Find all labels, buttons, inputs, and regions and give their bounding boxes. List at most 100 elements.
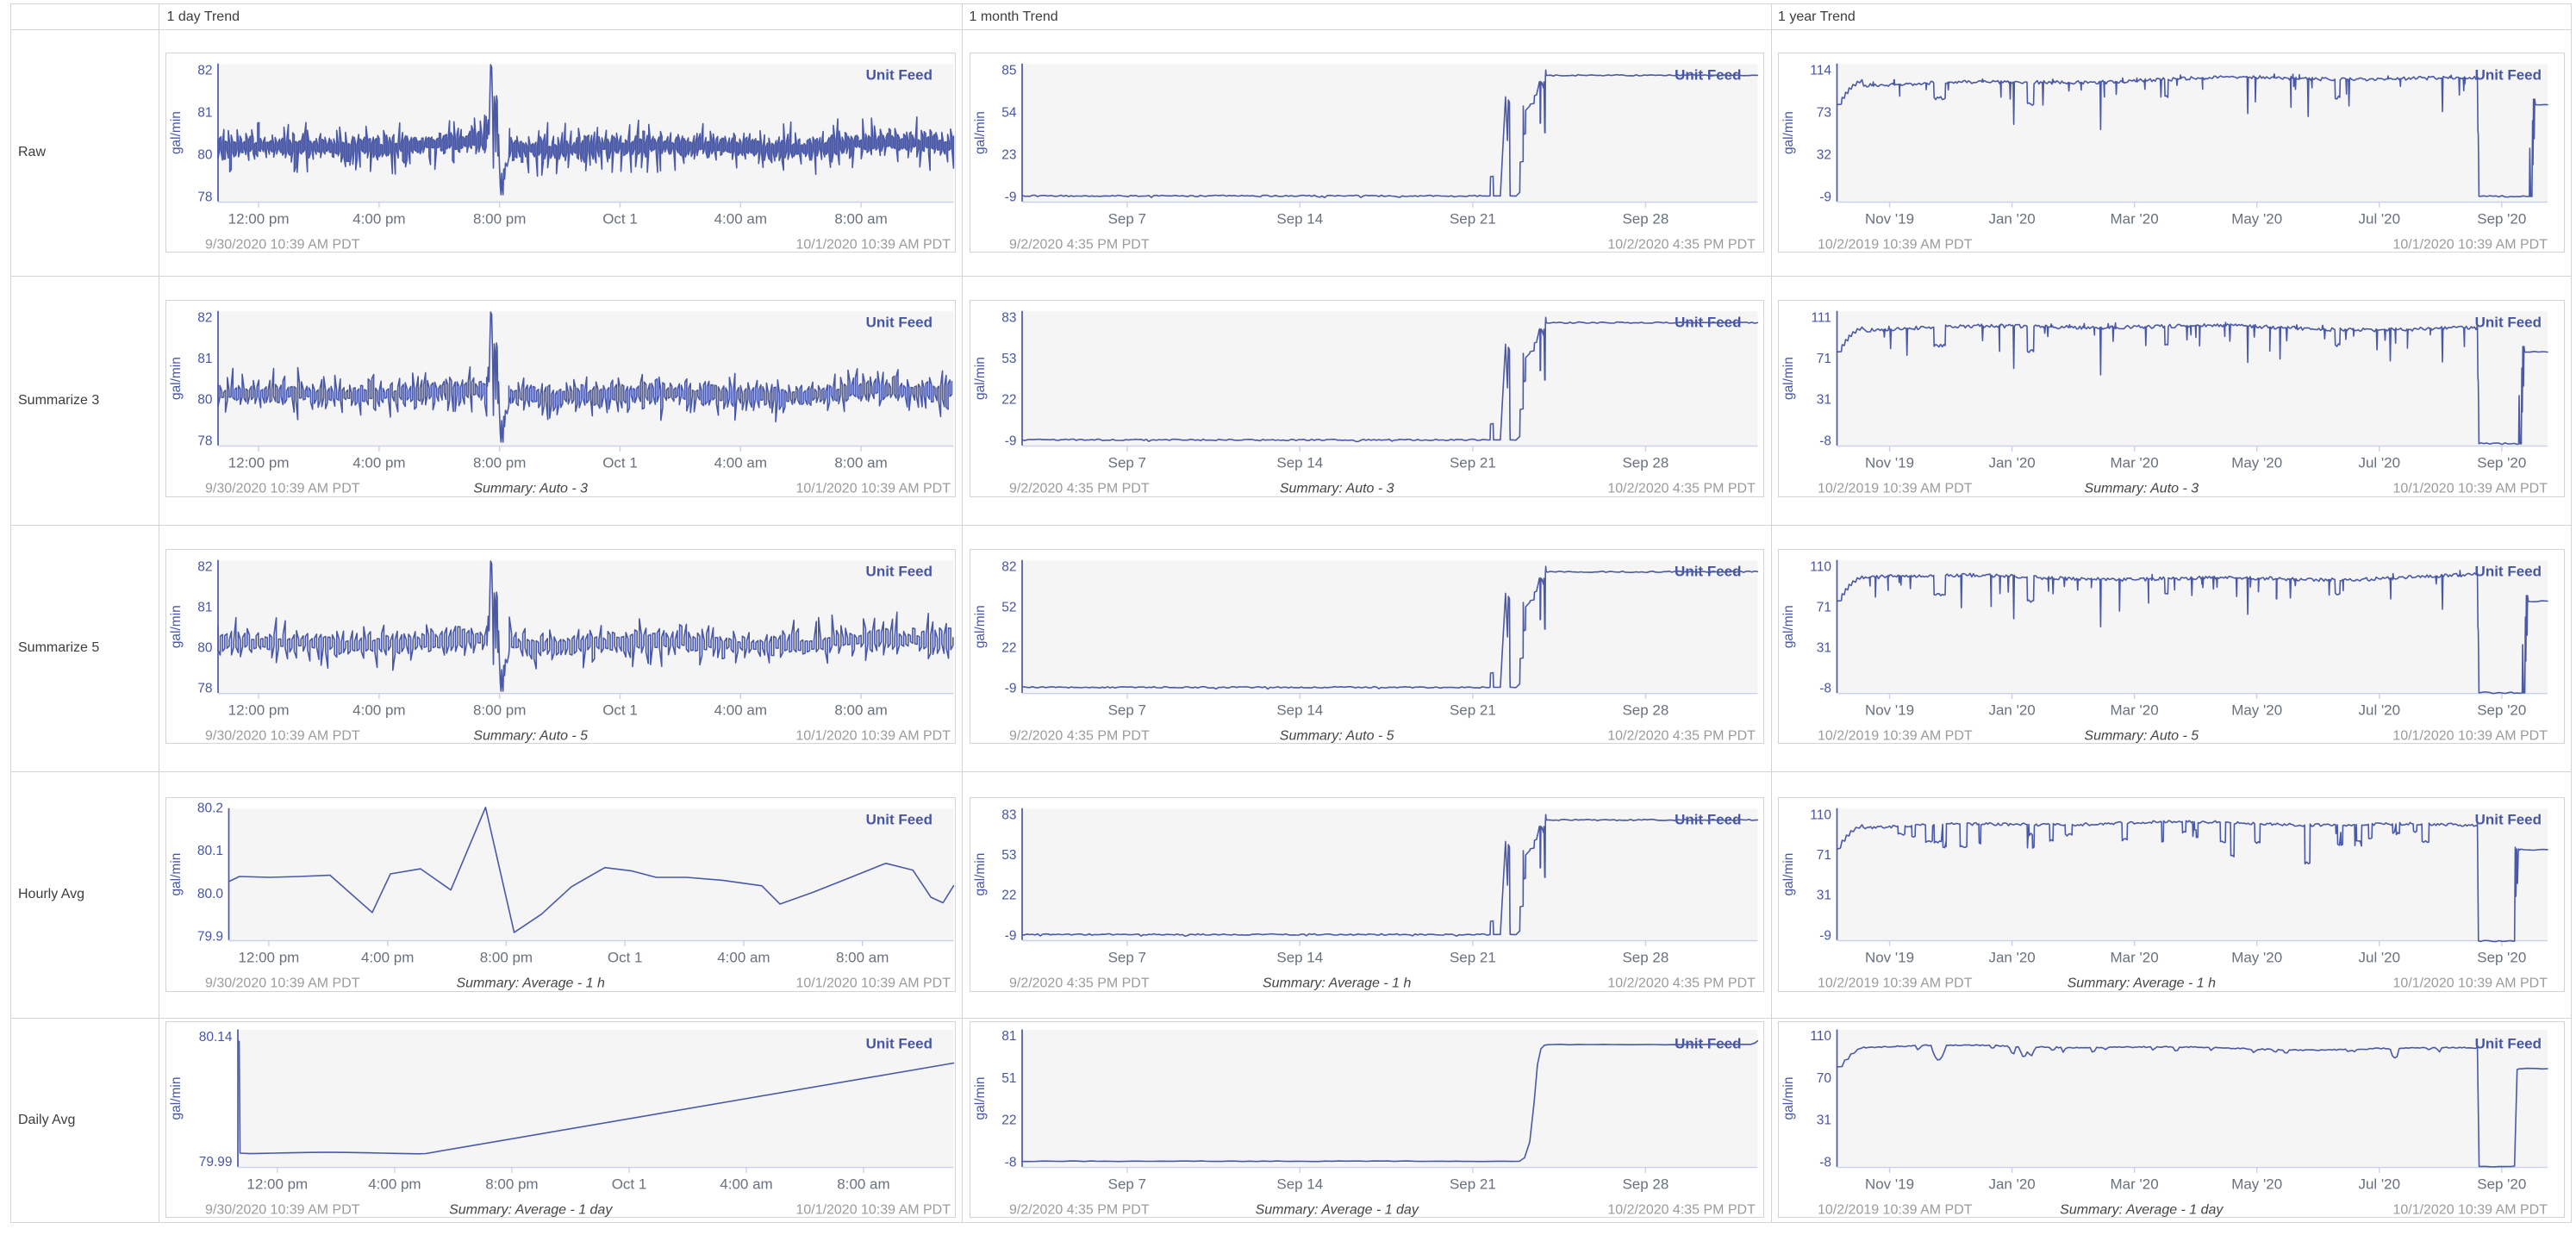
svg-text:Summary: Average - 1 day: Summary: Average - 1 day xyxy=(2060,1202,2224,1217)
svg-text:-8: -8 xyxy=(1819,1155,1831,1170)
svg-text:10/1/2020 10:39 AM PDT: 10/1/2020 10:39 AM PDT xyxy=(795,482,951,496)
svg-text:52: 52 xyxy=(1001,600,1016,614)
svg-text:10/2/2020 4:35 PM PDT: 10/2/2020 4:35 PM PDT xyxy=(1607,1202,1756,1217)
svg-text:8:00 pm: 8:00 pm xyxy=(479,950,532,966)
svg-text:Unit Feed: Unit Feed xyxy=(1675,563,1741,579)
svg-text:Oct 1: Oct 1 xyxy=(602,702,638,718)
svg-text:-9: -9 xyxy=(1004,434,1016,449)
svg-text:80: 80 xyxy=(197,147,212,162)
svg-text:10/1/2020 10:39 AM PDT: 10/1/2020 10:39 AM PDT xyxy=(2392,1202,2548,1217)
svg-text:9/2/2020 4:35 PM PDT: 9/2/2020 4:35 PM PDT xyxy=(1009,237,1150,252)
svg-text:9/30/2020 10:39 AM PDT: 9/30/2020 10:39 AM PDT xyxy=(205,1202,360,1217)
svg-text:71: 71 xyxy=(1816,352,1831,366)
svg-text:Unit Feed: Unit Feed xyxy=(865,315,932,331)
svg-text:Jul '20: Jul '20 xyxy=(2358,1176,2400,1192)
svg-text:Mar '20: Mar '20 xyxy=(2110,950,2158,966)
svg-text:10/2/2019 10:39 AM PDT: 10/2/2019 10:39 AM PDT xyxy=(1818,1202,1973,1217)
svg-text:Mar '20: Mar '20 xyxy=(2110,210,2158,227)
svg-text:9/2/2020 4:35 PM PDT: 9/2/2020 4:35 PM PDT xyxy=(1009,728,1150,743)
svg-text:4:00 pm: 4:00 pm xyxy=(361,950,414,966)
svg-text:4:00 am: 4:00 am xyxy=(714,455,766,471)
svg-text:9/30/2020 10:39 AM PDT: 9/30/2020 10:39 AM PDT xyxy=(205,237,360,252)
svg-text:10/1/2020 10:39 AM PDT: 10/1/2020 10:39 AM PDT xyxy=(2392,728,2548,743)
svg-text:Oct 1: Oct 1 xyxy=(607,950,642,966)
svg-text:10/1/2020 10:39 AM PDT: 10/1/2020 10:39 AM PDT xyxy=(2392,482,2548,496)
svg-text:79.9: 79.9 xyxy=(196,930,222,945)
svg-text:-9: -9 xyxy=(1004,681,1016,695)
svg-text:80.1: 80.1 xyxy=(196,844,222,858)
svg-text:81: 81 xyxy=(197,600,212,614)
svg-text:Sep 28: Sep 28 xyxy=(1622,455,1668,471)
svg-text:Jan '20: Jan '20 xyxy=(1988,950,2035,966)
svg-text:-9: -9 xyxy=(1004,190,1016,204)
svg-text:78: 78 xyxy=(197,681,212,695)
svg-text:Sep 28: Sep 28 xyxy=(1622,702,1668,718)
svg-text:9/2/2020 4:35 PM PDT: 9/2/2020 4:35 PM PDT xyxy=(1009,482,1150,496)
svg-text:Summary: Auto - 3: Summary: Auto - 3 xyxy=(2084,482,2199,496)
svg-text:12:00 pm: 12:00 pm xyxy=(228,455,289,471)
svg-text:gal/min: gal/min xyxy=(169,111,184,154)
svg-text:Summary: Average - 1 h: Summary: Average - 1 h xyxy=(2067,976,2215,991)
svg-text:10/2/2020 4:35 PM PDT: 10/2/2020 4:35 PM PDT xyxy=(1607,482,1756,496)
svg-text:78: 78 xyxy=(197,190,212,204)
svg-text:8:00 am: 8:00 am xyxy=(834,455,887,471)
svg-text:Unit Feed: Unit Feed xyxy=(2474,315,2541,331)
svg-text:gal/min: gal/min xyxy=(1781,1076,1796,1120)
svg-text:31: 31 xyxy=(1816,393,1831,408)
svg-text:Summary: Auto - 5: Summary: Auto - 5 xyxy=(473,728,588,743)
svg-text:81: 81 xyxy=(197,105,212,120)
svg-text:gal/min: gal/min xyxy=(1781,111,1796,154)
svg-text:May '20: May '20 xyxy=(2231,210,2282,227)
svg-text:Unit Feed: Unit Feed xyxy=(865,1035,932,1051)
svg-text:10/2/2019 10:39 AM PDT: 10/2/2019 10:39 AM PDT xyxy=(1818,237,1973,252)
svg-text:Unit Feed: Unit Feed xyxy=(2474,563,2541,579)
svg-text:71: 71 xyxy=(1816,848,1831,863)
svg-text:4:00 pm: 4:00 pm xyxy=(368,1176,421,1192)
svg-text:Nov '19: Nov '19 xyxy=(1864,210,1913,227)
svg-text:May '20: May '20 xyxy=(2231,702,2282,718)
svg-text:Unit Feed: Unit Feed xyxy=(1675,66,1741,83)
svg-text:12:00 pm: 12:00 pm xyxy=(238,950,299,966)
svg-text:10/1/2020 10:39 AM PDT: 10/1/2020 10:39 AM PDT xyxy=(795,237,951,252)
svg-text:gal/min: gal/min xyxy=(973,1076,988,1120)
svg-text:10/1/2020 10:39 AM PDT: 10/1/2020 10:39 AM PDT xyxy=(2392,237,2548,252)
svg-text:Nov '19: Nov '19 xyxy=(1864,950,1913,966)
svg-text:Sep 21: Sep 21 xyxy=(1449,1176,1495,1192)
svg-text:31: 31 xyxy=(1816,640,1831,655)
svg-text:80.2: 80.2 xyxy=(196,802,222,816)
svg-text:gal/min: gal/min xyxy=(169,605,184,648)
svg-text:8:00 am: 8:00 am xyxy=(837,1176,889,1192)
svg-text:110: 110 xyxy=(1810,559,1831,574)
svg-text:Oct 1: Oct 1 xyxy=(602,455,638,471)
svg-text:8:00 pm: 8:00 pm xyxy=(473,455,526,471)
svg-text:Summary: Average - 1 h: Summary: Average - 1 h xyxy=(1263,976,1411,991)
svg-text:gal/min: gal/min xyxy=(973,853,988,896)
svg-text:10/2/2019 10:39 AM PDT: 10/2/2019 10:39 AM PDT xyxy=(1818,976,1973,991)
svg-text:81: 81 xyxy=(1001,1029,1016,1044)
svg-text:31: 31 xyxy=(1816,889,1831,903)
svg-text:70: 70 xyxy=(1816,1070,1831,1085)
svg-text:9/30/2020 10:39 AM PDT: 9/30/2020 10:39 AM PDT xyxy=(205,728,360,743)
svg-text:12:00 pm: 12:00 pm xyxy=(246,1176,308,1192)
svg-text:-8: -8 xyxy=(1819,434,1831,449)
svg-text:4:00 pm: 4:00 pm xyxy=(352,455,405,471)
svg-text:4:00 am: 4:00 am xyxy=(720,1176,772,1192)
svg-text:Jan '20: Jan '20 xyxy=(1988,455,2035,471)
svg-text:-9: -9 xyxy=(1819,190,1831,204)
svg-text:83: 83 xyxy=(1001,808,1016,823)
svg-text:Sep 7: Sep 7 xyxy=(1107,1176,1145,1192)
svg-text:Summary: Auto - 3: Summary: Auto - 3 xyxy=(1279,482,1394,496)
svg-text:79.99: 79.99 xyxy=(198,1154,232,1169)
svg-text:Jul '20: Jul '20 xyxy=(2358,702,2400,718)
svg-text:Summary: Average - 1 h: Summary: Average - 1 h xyxy=(456,976,604,991)
svg-text:Sep '20: Sep '20 xyxy=(2477,210,2526,227)
svg-text:8:00 pm: 8:00 pm xyxy=(473,210,526,227)
svg-text:82: 82 xyxy=(197,559,212,574)
svg-text:8:00 am: 8:00 am xyxy=(834,702,887,718)
svg-text:10/2/2020 4:35 PM PDT: 10/2/2020 4:35 PM PDT xyxy=(1607,976,1756,991)
svg-text:Jan '20: Jan '20 xyxy=(1988,702,2035,718)
svg-text:Oct 1: Oct 1 xyxy=(611,1176,646,1192)
svg-text:23: 23 xyxy=(1001,147,1016,162)
svg-text:Summary: Auto - 5: Summary: Auto - 5 xyxy=(2084,728,2199,743)
svg-text:Summary: Auto - 5: Summary: Auto - 5 xyxy=(1279,728,1394,743)
